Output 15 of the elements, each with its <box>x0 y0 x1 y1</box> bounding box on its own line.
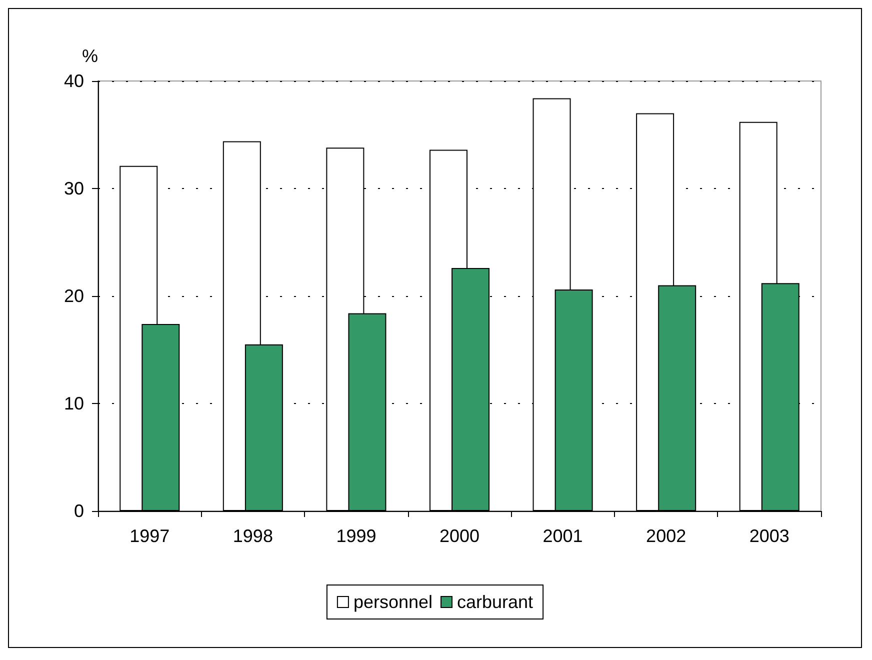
legend-label: personnel <box>353 592 433 612</box>
x-tick-label: 2002 <box>646 526 686 546</box>
y-axis-title: % <box>82 46 98 66</box>
y-tick-label: 30 <box>64 178 84 198</box>
x-tick-label: 1998 <box>232 526 273 546</box>
x-tick-label: 1999 <box>336 526 376 546</box>
y-tick-label: 0 <box>74 501 84 521</box>
x-tick-label: 2001 <box>542 526 583 546</box>
y-tick-label: 20 <box>64 286 84 306</box>
x-tick-label: 1997 <box>130 526 170 546</box>
x-tick-label: 2003 <box>749 526 790 546</box>
y-tick-label: 10 <box>64 394 84 414</box>
y-tick-label: 40 <box>64 71 84 91</box>
x-tick-label: 2000 <box>439 526 480 546</box>
legend-label: carburant <box>457 592 534 612</box>
